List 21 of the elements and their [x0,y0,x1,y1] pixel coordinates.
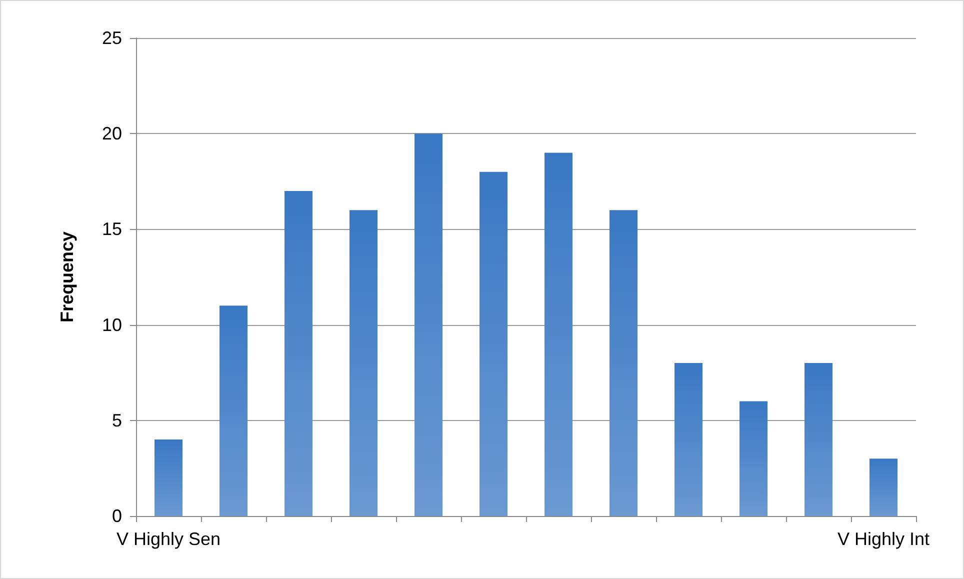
bar [220,306,248,516]
y-tick-label: 20 [102,124,122,144]
y-axis-title: Frequency [57,231,77,323]
bar [480,172,508,516]
bar [674,363,702,516]
y-tick-label: 25 [102,28,122,48]
x-tick-label: V Highly Int [837,529,930,549]
y-tick-label: 0 [112,506,122,526]
bar [350,210,378,516]
y-tick-label: 5 [112,410,122,430]
bar [544,152,572,516]
bar [870,458,898,516]
bar [414,134,442,516]
bar [154,440,182,516]
bar [804,363,832,516]
x-tick-label: V Highly Sen [116,529,221,549]
y-tick-label: 10 [102,314,122,335]
bar [740,401,768,516]
bar [610,210,638,516]
bar [284,190,312,516]
y-tick-label: 15 [102,219,122,240]
